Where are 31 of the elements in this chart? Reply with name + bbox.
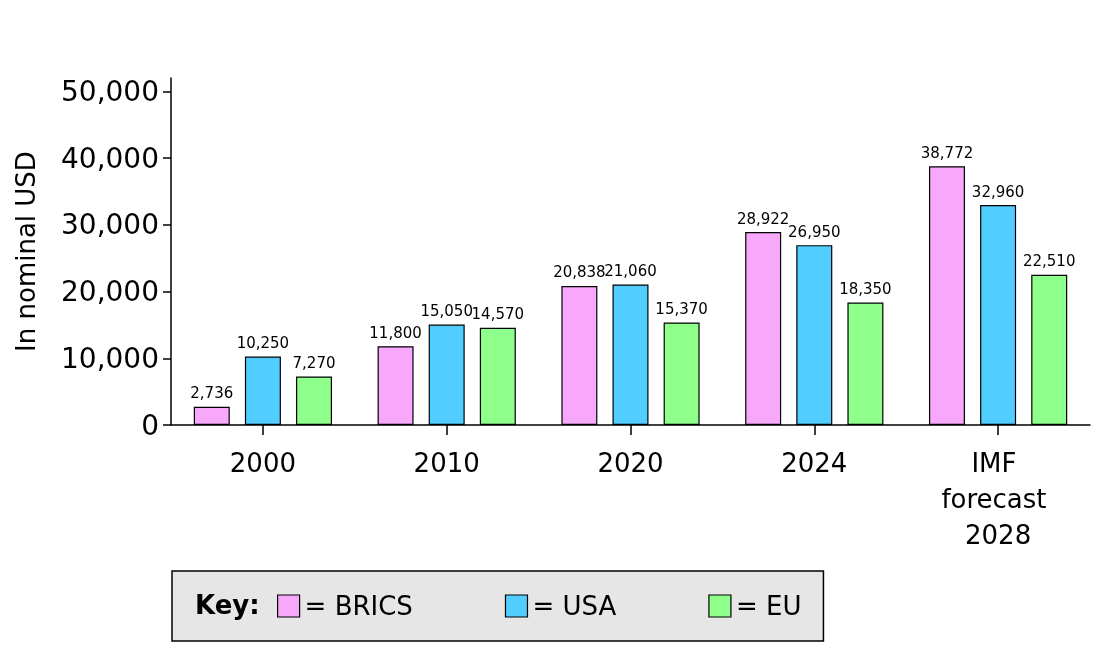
data-label: 7,270 <box>292 353 336 372</box>
y-tick-label: 10,000 <box>61 341 159 375</box>
x-tick-label: 2000 <box>229 448 296 478</box>
legend-label: = BRICS <box>304 591 413 621</box>
x-tick-label: 2010 <box>413 448 480 478</box>
data-label: 22,510 <box>1022 252 1076 271</box>
data-label: 18,350 <box>839 280 892 299</box>
y-tick-label: 50,000 <box>61 74 159 108</box>
x-tick-label: 2024 <box>781 448 848 478</box>
data-label: 11,800 <box>369 323 422 342</box>
data-label: 14,570 <box>471 305 525 324</box>
legend-label: = USA <box>532 591 617 621</box>
legend-title: Key: <box>195 590 260 620</box>
x-tick-label: IMF forecast 2028 <box>941 448 1055 550</box>
y-tick-label: 0 <box>141 408 159 442</box>
data-label: 15,050 <box>420 302 473 321</box>
data-label: 2,736 <box>190 384 234 403</box>
y-tick-label: 30,000 <box>61 208 159 242</box>
data-label: 21,060 <box>604 261 657 280</box>
data-label: 32,960 <box>971 182 1025 201</box>
data-label: 38,772 <box>920 143 974 162</box>
data-label: 20,838 <box>553 263 606 282</box>
y-tick-label: 20,000 <box>61 275 159 309</box>
y-axis-title: In nominal USD <box>11 151 41 352</box>
legend-label: = EU <box>735 591 802 621</box>
x-tick-label: 2020 <box>597 448 664 478</box>
y-tick-label: 40,000 <box>61 141 159 175</box>
data-label: 15,370 <box>655 299 708 318</box>
data-label: 28,922 <box>736 209 790 228</box>
data-label: 10,250 <box>236 334 290 353</box>
data-label: 26,950 <box>788 222 841 241</box>
